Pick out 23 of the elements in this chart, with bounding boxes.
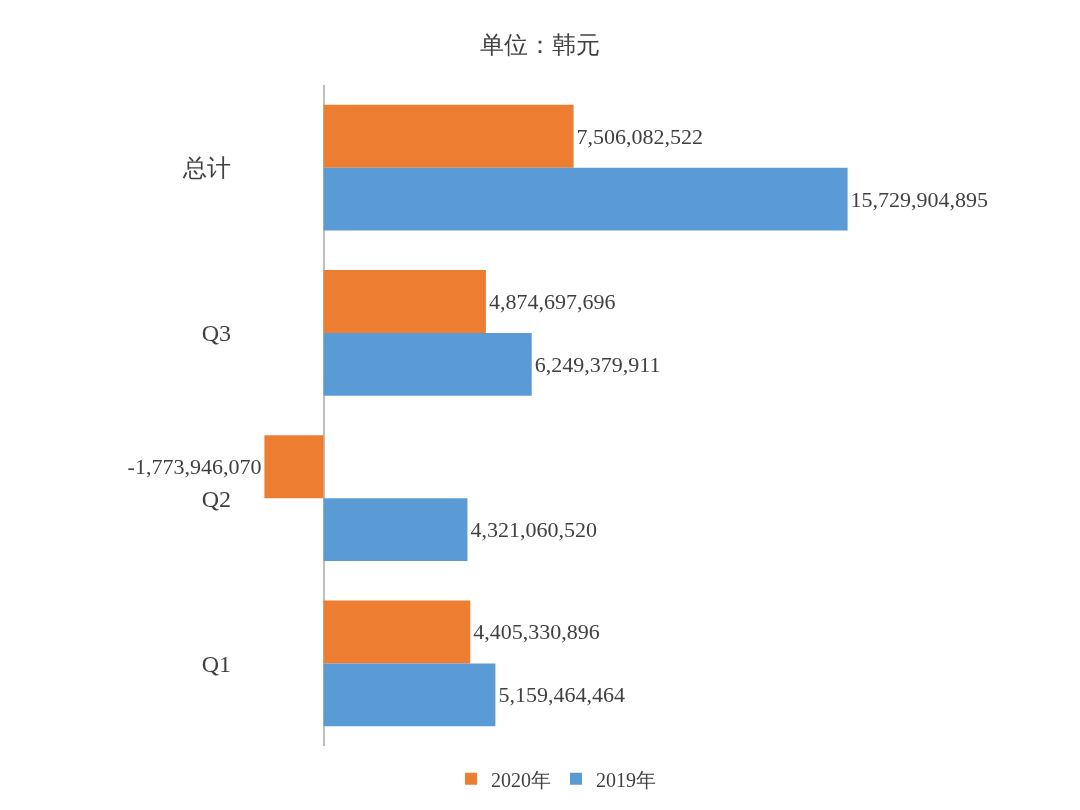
data-label: 7,506,082,522 [576,123,704,149]
y-tick-label: Q2 [201,485,231,512]
data-label: 4,321,060,520 [470,517,597,543]
chart-title: 单位：韩元 [480,31,600,60]
y-tick-label: 总计 [182,155,231,182]
data-label: 5,159,464,464 [498,682,625,708]
legend-label: 2020年 [491,768,551,791]
data-label: -1,773,946,070 [127,454,262,480]
data-label: 4,405,330,896 [473,619,600,645]
bar [323,332,532,396]
y-tick-label: Q3 [201,320,231,347]
legend-label: 2019年 [596,768,656,791]
bar [323,167,848,231]
data-label: 15,729,904,895 [850,186,989,212]
bar [323,663,496,727]
y-tick-label: Q1 [201,650,231,677]
data-label: 4,874,697,696 [488,288,616,314]
bar [323,600,471,664]
data-label: 6,249,379,911 [534,351,661,377]
bar [323,270,486,333]
bar [323,104,574,168]
bar [323,498,468,561]
bar [264,435,324,499]
